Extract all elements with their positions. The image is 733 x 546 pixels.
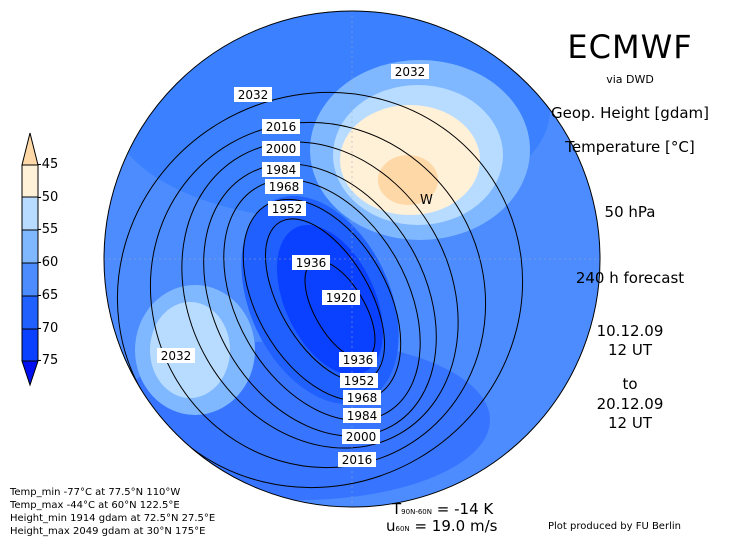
data-source: via DWD <box>606 73 654 86</box>
colorbar-cap-top <box>21 132 39 166</box>
colorbar-cap-bottom <box>21 360 39 387</box>
contour-label-box <box>338 452 376 467</box>
colorbar-label: -75 <box>37 353 59 368</box>
u-subscript: 60N <box>395 525 410 533</box>
stat-height-min: Height_min 1914 gdam at 72.5°N 27.5°E <box>10 513 216 524</box>
contour-label: 2016 <box>266 120 297 134</box>
contour-label-box <box>340 373 378 388</box>
contour-label-box <box>268 201 306 216</box>
temp-gradient-index: T90N-60N = -14 K <box>392 500 493 518</box>
to-label: to <box>622 375 638 393</box>
contour-label: 1936 <box>343 353 374 367</box>
contour-label-box <box>262 119 300 134</box>
contour-label-box <box>342 429 380 444</box>
contour-label: 2032 <box>395 65 426 79</box>
contour-label-box <box>265 179 303 194</box>
t-value: = -14 K <box>436 500 494 518</box>
contour-label: 1920 <box>326 291 357 305</box>
forecast-lead: 240 h forecast <box>575 269 685 287</box>
contour-labels: 2032 2032 2016 2000 1984 1968 1952 1936 1920 1936… <box>157 64 429 467</box>
contour-label-box <box>262 162 300 177</box>
variable-temperature: Temperature [°C] <box>565 138 695 156</box>
t-subscript: 90N-60N <box>401 508 432 516</box>
warm-marker: W <box>420 193 433 208</box>
contour-label: 1952 <box>272 202 303 216</box>
colorbar-segment <box>21 164 39 198</box>
colorbar-label: -45 <box>37 157 59 172</box>
t-symbol: T <box>392 500 402 518</box>
contour-label-box <box>157 348 195 363</box>
stat-temp-min: Temp_min -77°C at 77.5°N 110°W <box>10 487 181 498</box>
colorbar-segment <box>21 262 39 297</box>
contour-label-box <box>339 352 377 367</box>
contour-label-box <box>391 64 429 79</box>
contour-label: 1968 <box>269 180 300 194</box>
stat-temp-max: Temp_max -44°C at 60°N 122.5°E <box>10 500 180 511</box>
contour-label: 1952 <box>344 374 375 388</box>
contour-label-box <box>262 141 300 156</box>
variable-height: Geop. Height [gdam] <box>551 104 709 122</box>
contour-label-box <box>322 290 360 305</box>
temp-region-warmest <box>378 155 438 205</box>
colorbar-segment <box>21 328 39 362</box>
contour-label-box <box>343 408 381 423</box>
colorbar-segment <box>21 295 39 330</box>
init-time: 12 UT <box>608 341 652 359</box>
colorbar <box>21 132 39 387</box>
init-date: 10.12.09 <box>596 322 664 340</box>
colorbar-label: -60 <box>37 255 59 270</box>
contour-label: 1968 <box>347 391 378 405</box>
valid-date: 20.12.09 <box>596 395 664 413</box>
contour-label: 1936 <box>296 256 327 270</box>
colorbar-label: -65 <box>37 288 59 303</box>
pressure-level: 50 hPa <box>604 203 656 221</box>
contour-label: 1984 <box>266 163 297 177</box>
contour-label-box <box>234 87 272 102</box>
zonal-wind-index: u60N = 19.0 m/s <box>386 517 497 535</box>
u-value: = 19.0 m/s <box>414 517 498 535</box>
contour-label: 2000 <box>266 142 297 156</box>
colorbar-label: -70 <box>37 321 59 336</box>
valid-time: 12 UT <box>608 414 652 432</box>
credit: Plot produced by FU Berlin <box>548 521 681 532</box>
colorbar-label: -50 <box>37 190 59 205</box>
contour-label: 2016 <box>342 453 373 467</box>
stat-height-max: Height_max 2049 gdam at 30°N 175°E <box>10 526 206 537</box>
model-title: ECMWF <box>567 28 693 66</box>
contour-label-box <box>343 390 381 405</box>
contour-label: 2032 <box>238 88 269 102</box>
contour-label: 1984 <box>347 409 378 423</box>
contour-label-box <box>292 255 330 270</box>
colorbar-segment <box>21 229 39 264</box>
colorbar-segment <box>21 196 39 231</box>
colorbar-label: -55 <box>37 222 59 237</box>
contour-label: 2000 <box>346 430 377 444</box>
u-symbol: u <box>386 517 396 535</box>
contour-label: 2032 <box>161 349 192 363</box>
